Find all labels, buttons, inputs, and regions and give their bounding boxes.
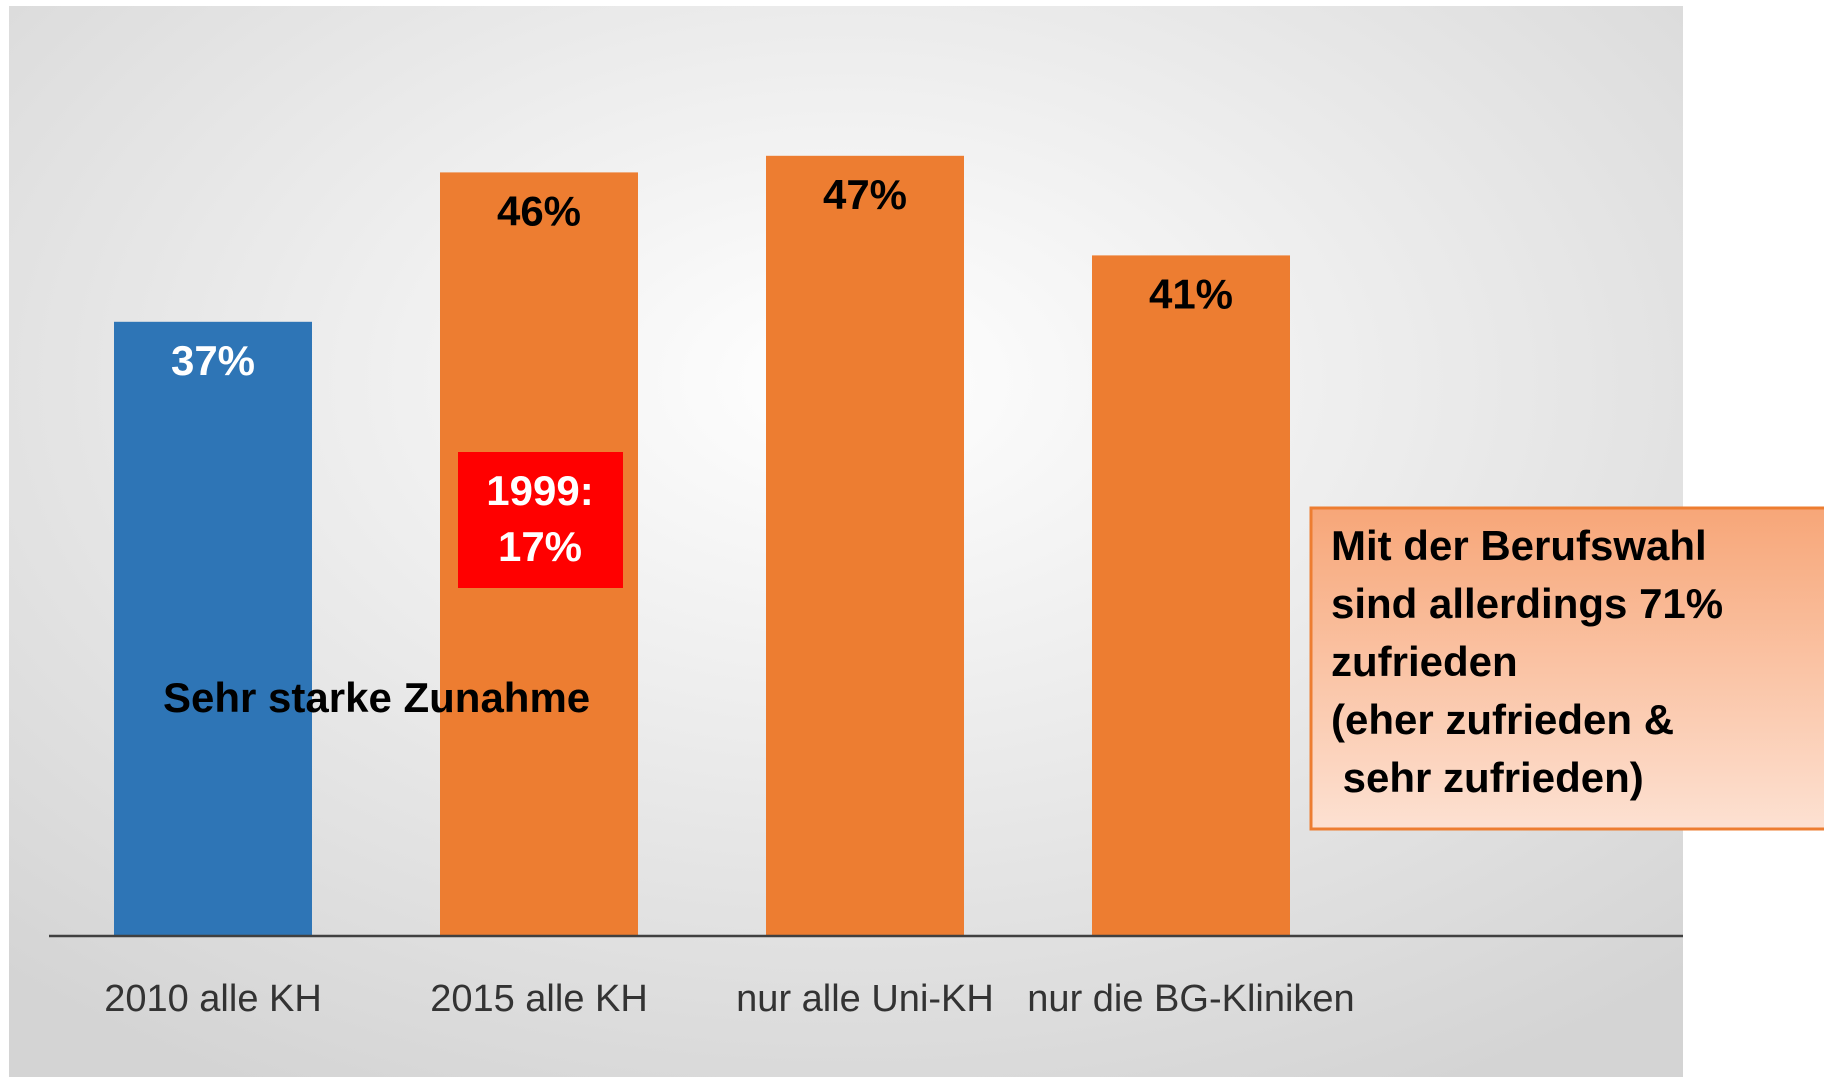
x-tick-label: nur die BG-Kliniken [1027, 978, 1355, 1020]
bar [766, 155, 964, 937]
x-tick-label: nur alle Uni-KH [736, 978, 994, 1020]
data-label: 46% [497, 187, 581, 234]
callout-text: sehr zufrieden) [1331, 754, 1644, 801]
data-label: 37% [171, 337, 255, 384]
data-label: 41% [1149, 270, 1233, 317]
callout-text: Mit der Berufswahl [1331, 522, 1707, 569]
callout-text: zufrieden [1331, 638, 1518, 685]
highlight-text: 1999: [486, 467, 593, 514]
bar [1092, 255, 1290, 936]
x-tick-label: 2015 alle KH [430, 978, 648, 1020]
callout-text: sind allerdings 71% [1331, 580, 1723, 627]
note: Sehr starke Zunahme [163, 674, 590, 721]
callout-text: (eher zufrieden & [1331, 696, 1674, 743]
bar [114, 321, 312, 936]
data-label: 47% [823, 171, 907, 218]
callout-box [1309, 506, 1824, 831]
highlight-box [458, 452, 623, 588]
x-tick-label: 2010 alle KH [104, 978, 322, 1020]
highlight-text: 17% [498, 523, 582, 570]
